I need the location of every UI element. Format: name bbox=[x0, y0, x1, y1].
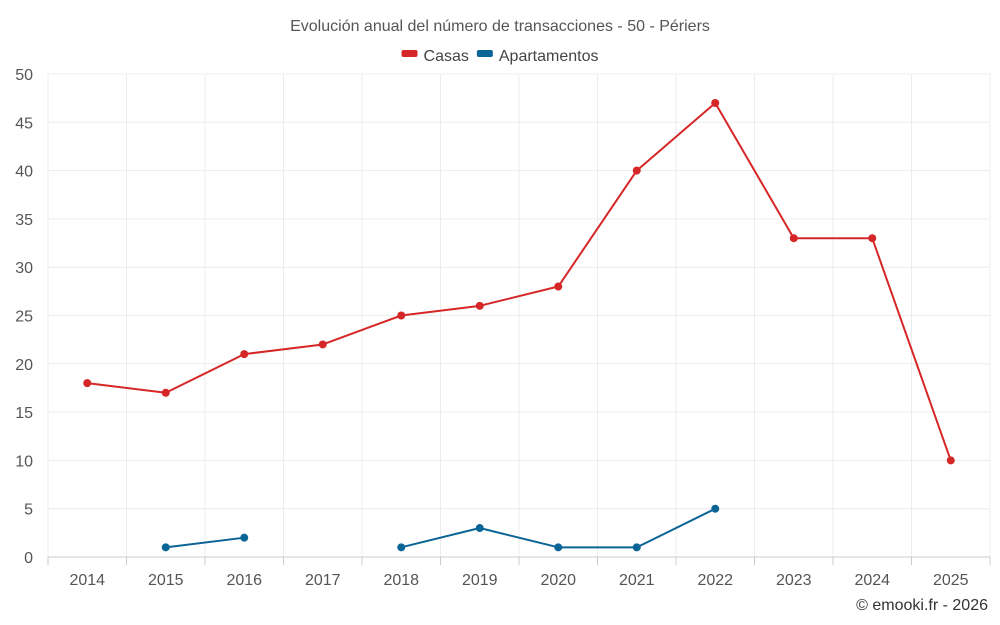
y-tick-label: 15 bbox=[15, 405, 33, 422]
x-tick-label: 2022 bbox=[697, 572, 733, 589]
legend[interactable]: Casas Apartamentos bbox=[401, 48, 599, 65]
data-point[interactable] bbox=[946, 456, 955, 465]
y-tick-label: 10 bbox=[15, 453, 33, 470]
x-tick-label: 2019 bbox=[462, 572, 498, 589]
data-point[interactable] bbox=[240, 350, 249, 359]
data-point[interactable] bbox=[632, 166, 641, 175]
x-tick-label: 2024 bbox=[854, 572, 890, 589]
data-point[interactable] bbox=[318, 340, 327, 349]
data-point[interactable] bbox=[632, 543, 641, 552]
y-tick-label: 30 bbox=[15, 260, 33, 277]
series-line bbox=[401, 507, 716, 549]
grid bbox=[47, 73, 991, 557]
x-tick-label: 2023 bbox=[776, 572, 812, 589]
data-point[interactable] bbox=[397, 543, 406, 552]
y-tick-label: 0 bbox=[24, 550, 33, 567]
legend-label[interactable]: Apartamentos bbox=[499, 48, 599, 65]
legend-swatch bbox=[401, 50, 418, 57]
data-point[interactable] bbox=[240, 533, 249, 542]
data-point[interactable] bbox=[711, 98, 720, 107]
y-tick-label: 40 bbox=[15, 164, 33, 181]
series-group bbox=[83, 98, 955, 552]
x-tick-label: 2018 bbox=[383, 572, 419, 589]
x-tick-label: 2020 bbox=[540, 572, 576, 589]
series-line bbox=[165, 536, 245, 549]
chart-title: Evolución anual del número de transaccio… bbox=[290, 18, 710, 35]
y-tick-label: 45 bbox=[15, 115, 33, 132]
credit-text: © emooki.fr - 2026 bbox=[856, 597, 988, 614]
x-tick-label: 2016 bbox=[226, 572, 262, 589]
y-tick-label: 50 bbox=[15, 67, 33, 84]
legend-label[interactable]: Casas bbox=[424, 48, 469, 65]
data-point[interactable] bbox=[475, 301, 484, 310]
data-point[interactable] bbox=[161, 388, 170, 397]
data-point[interactable] bbox=[711, 504, 720, 513]
x-tick-label: 2014 bbox=[69, 572, 105, 589]
series-casas[interactable] bbox=[83, 98, 955, 465]
series-apartamentos[interactable] bbox=[161, 504, 720, 552]
x-tick-label: 2015 bbox=[148, 572, 184, 589]
data-point[interactable] bbox=[868, 234, 877, 243]
y-tick-label: 25 bbox=[15, 309, 33, 326]
data-point[interactable] bbox=[83, 379, 92, 388]
data-point[interactable] bbox=[554, 282, 563, 291]
x-tick-label: 2025 bbox=[933, 572, 969, 589]
data-point[interactable] bbox=[475, 524, 484, 533]
y-tick-label: 20 bbox=[15, 357, 33, 374]
data-point[interactable] bbox=[161, 543, 170, 552]
y-tick-label: 5 bbox=[24, 502, 33, 519]
data-point[interactable] bbox=[554, 543, 563, 552]
y-tick-label: 35 bbox=[15, 212, 33, 229]
data-point[interactable] bbox=[789, 234, 798, 243]
legend-swatch bbox=[476, 50, 493, 57]
data-point[interactable] bbox=[397, 311, 406, 320]
x-tick-label: 2021 bbox=[619, 572, 655, 589]
x-tick-label: 2017 bbox=[305, 572, 341, 589]
series-line bbox=[87, 101, 952, 461]
